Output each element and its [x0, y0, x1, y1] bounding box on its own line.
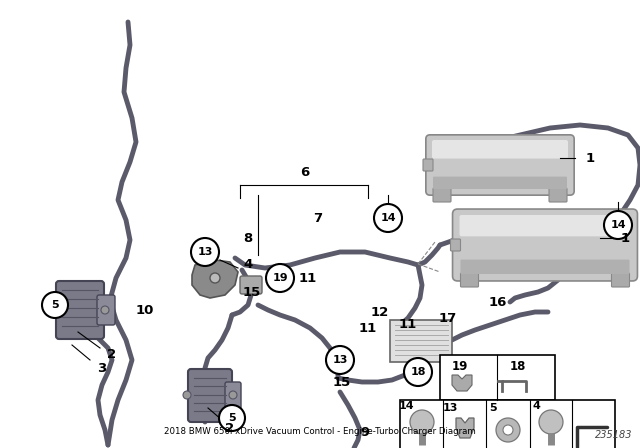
Text: 14: 14: [610, 220, 626, 230]
FancyBboxPatch shape: [225, 382, 241, 409]
Text: 13: 13: [442, 403, 458, 413]
FancyBboxPatch shape: [188, 369, 232, 422]
Text: 13: 13: [197, 247, 212, 257]
Circle shape: [374, 204, 402, 232]
FancyBboxPatch shape: [461, 259, 630, 274]
Circle shape: [266, 264, 294, 292]
Polygon shape: [192, 260, 238, 298]
Circle shape: [404, 358, 432, 386]
Text: 2018 BMW 650i xDrive Vacuum Control - Engine-Turbo Charger Diagram: 2018 BMW 650i xDrive Vacuum Control - En…: [164, 427, 476, 436]
FancyBboxPatch shape: [56, 281, 104, 339]
FancyBboxPatch shape: [451, 239, 461, 251]
Circle shape: [410, 410, 434, 434]
Circle shape: [42, 292, 68, 318]
Text: 19: 19: [272, 273, 288, 283]
Circle shape: [539, 410, 563, 434]
Text: 5: 5: [51, 300, 59, 310]
Circle shape: [191, 238, 219, 266]
Text: 16: 16: [489, 296, 507, 309]
Circle shape: [210, 273, 220, 283]
FancyBboxPatch shape: [426, 135, 574, 195]
Text: 9: 9: [360, 426, 369, 439]
Circle shape: [51, 306, 59, 314]
Circle shape: [229, 391, 237, 399]
Text: 235183: 235183: [595, 430, 632, 440]
Text: 3: 3: [97, 362, 107, 375]
Text: 15: 15: [333, 375, 351, 388]
Circle shape: [604, 211, 632, 239]
FancyBboxPatch shape: [549, 188, 567, 202]
Circle shape: [326, 346, 354, 374]
Text: 17: 17: [439, 311, 457, 324]
FancyBboxPatch shape: [97, 295, 115, 325]
Text: 11: 11: [299, 271, 317, 284]
Text: 12: 12: [371, 306, 389, 319]
Text: 19: 19: [452, 361, 468, 374]
Text: 18: 18: [410, 367, 426, 377]
Text: 8: 8: [243, 232, 253, 245]
Text: 6: 6: [300, 165, 310, 178]
FancyBboxPatch shape: [240, 276, 262, 294]
Text: 4: 4: [532, 401, 540, 411]
FancyBboxPatch shape: [461, 273, 479, 287]
Text: 2: 2: [225, 422, 235, 435]
FancyBboxPatch shape: [433, 177, 567, 189]
FancyBboxPatch shape: [460, 215, 630, 237]
Text: 1: 1: [586, 151, 595, 164]
Text: 14: 14: [399, 401, 415, 411]
FancyBboxPatch shape: [390, 320, 452, 362]
Circle shape: [101, 306, 109, 314]
FancyBboxPatch shape: [423, 159, 433, 171]
FancyBboxPatch shape: [440, 355, 555, 400]
Text: 13: 13: [332, 355, 348, 365]
Text: 5: 5: [489, 403, 497, 413]
Text: 15: 15: [243, 285, 261, 298]
FancyBboxPatch shape: [611, 273, 630, 287]
Circle shape: [496, 418, 520, 442]
Text: 4: 4: [243, 258, 253, 271]
Polygon shape: [452, 375, 472, 391]
FancyBboxPatch shape: [433, 188, 451, 202]
Circle shape: [503, 425, 513, 435]
Text: 14: 14: [380, 213, 396, 223]
Text: 5: 5: [228, 413, 236, 423]
Text: 11: 11: [399, 319, 417, 332]
Text: 2: 2: [108, 349, 116, 362]
Circle shape: [219, 405, 245, 431]
Circle shape: [183, 391, 191, 399]
FancyBboxPatch shape: [452, 209, 637, 281]
Text: 1: 1: [620, 232, 630, 245]
FancyBboxPatch shape: [432, 140, 568, 159]
Polygon shape: [456, 418, 474, 438]
Text: 7: 7: [314, 211, 323, 224]
Text: 11: 11: [359, 322, 377, 335]
FancyBboxPatch shape: [400, 400, 615, 448]
Text: 18: 18: [510, 361, 526, 374]
Text: 10: 10: [136, 303, 154, 316]
